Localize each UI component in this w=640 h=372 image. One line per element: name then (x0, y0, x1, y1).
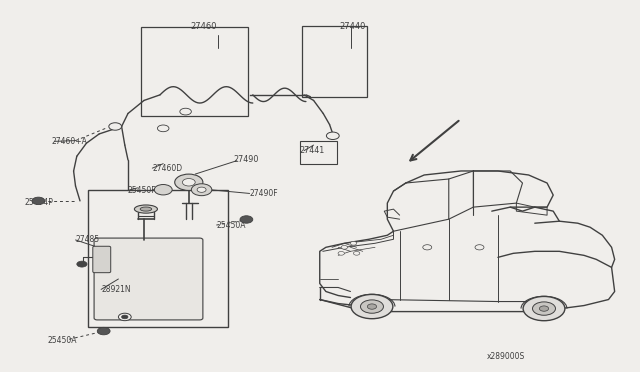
Circle shape (240, 216, 253, 223)
Circle shape (475, 245, 484, 250)
Circle shape (338, 251, 344, 255)
Bar (302, 26, 367, 97)
Circle shape (109, 123, 122, 130)
Circle shape (118, 313, 131, 321)
Bar (141, 27, 248, 116)
Circle shape (197, 187, 206, 192)
Text: 25450A: 25450A (48, 336, 77, 345)
Text: 27490F: 27490F (250, 189, 278, 198)
Circle shape (532, 302, 556, 315)
Ellipse shape (134, 205, 157, 213)
Text: 27441: 27441 (300, 146, 324, 155)
Circle shape (122, 315, 128, 319)
Ellipse shape (140, 207, 152, 211)
Circle shape (423, 245, 432, 250)
Text: 28921N: 28921N (101, 285, 131, 294)
Circle shape (523, 296, 565, 321)
Circle shape (154, 185, 172, 195)
FancyBboxPatch shape (93, 246, 111, 273)
Circle shape (175, 174, 203, 190)
Circle shape (360, 300, 383, 313)
Circle shape (182, 179, 195, 186)
Text: x289000S: x289000S (486, 352, 525, 361)
Circle shape (341, 246, 348, 249)
Circle shape (157, 125, 169, 132)
Circle shape (351, 294, 393, 319)
Text: 25450F: 25450F (128, 186, 157, 195)
FancyBboxPatch shape (94, 238, 203, 320)
Circle shape (191, 184, 212, 196)
Text: 27485: 27485 (76, 235, 100, 244)
Circle shape (326, 132, 339, 140)
Circle shape (77, 261, 87, 267)
Circle shape (540, 306, 548, 311)
Circle shape (180, 108, 191, 115)
Circle shape (32, 197, 45, 205)
Text: 27440: 27440 (339, 22, 365, 31)
Text: 27460D: 27460D (152, 164, 182, 173)
Circle shape (97, 327, 110, 335)
Text: 25474P: 25474P (24, 198, 53, 207)
Text: 27490: 27490 (234, 155, 259, 164)
Circle shape (353, 251, 360, 255)
Text: 25450A: 25450A (216, 221, 246, 230)
Bar (88, 190, 228, 327)
Text: 27460: 27460 (190, 22, 217, 31)
Circle shape (367, 304, 376, 309)
Circle shape (350, 241, 356, 245)
Text: 27460+A: 27460+A (51, 137, 87, 146)
Bar (300, 141, 337, 164)
